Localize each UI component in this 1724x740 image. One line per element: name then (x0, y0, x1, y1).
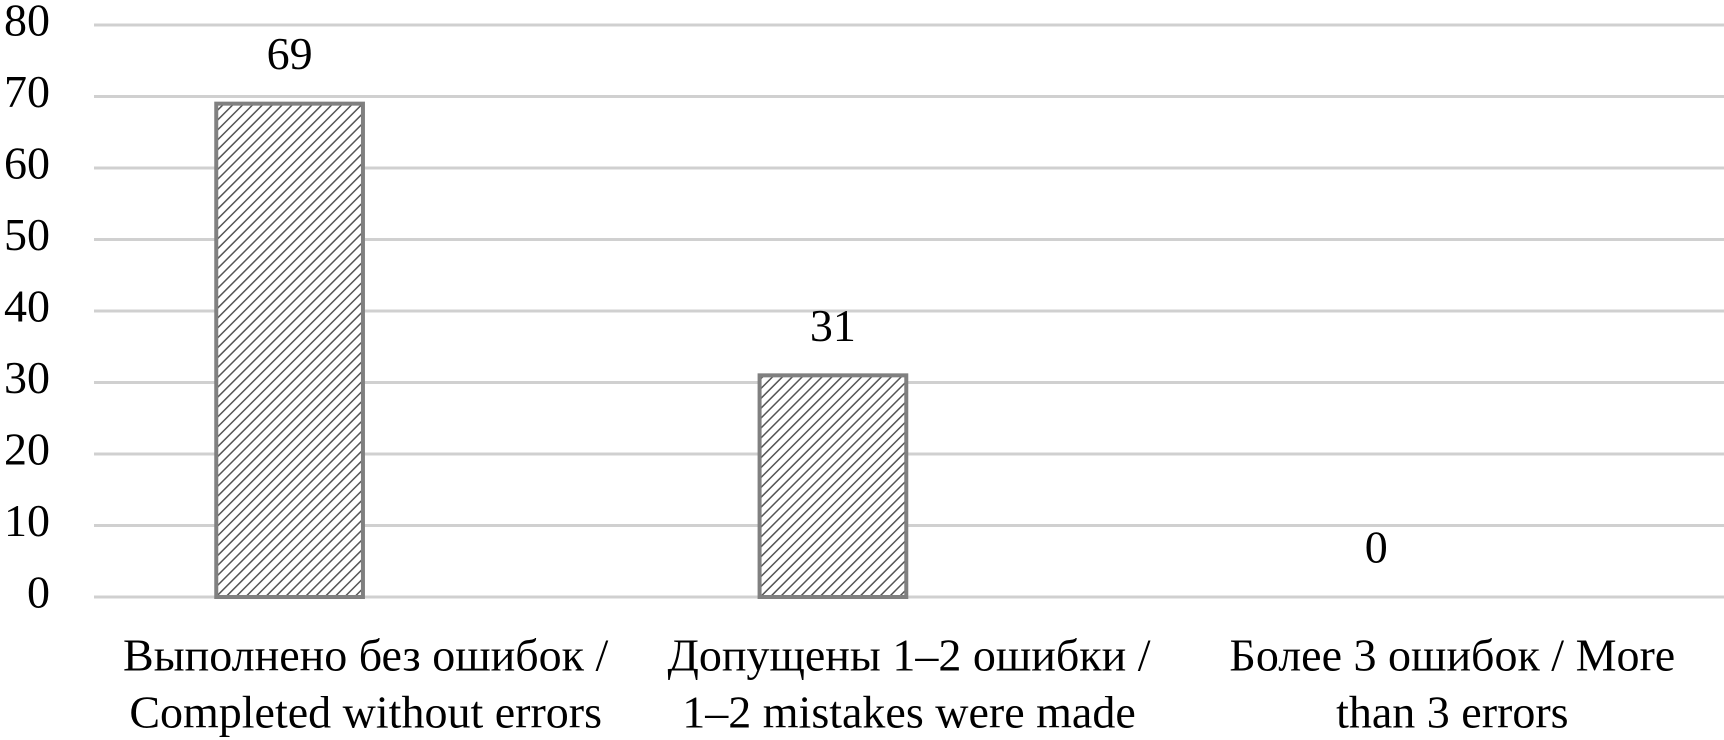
y-tick-label: 60 (4, 138, 50, 189)
y-tick-label: 20 (4, 424, 50, 475)
x-tick-label: Выполнено без ошибок / (123, 630, 608, 681)
x-tick-label: Допущены 1–2 ошибки / (667, 630, 1150, 681)
y-tick-label: 80 (4, 0, 50, 46)
x-tick-label: Completed without errors (129, 687, 602, 738)
y-tick-label: 10 (4, 495, 50, 546)
x-tick-label: than 3 errors (1336, 687, 1568, 738)
y-tick-label: 30 (4, 352, 50, 403)
y-tick-label: 0 (27, 567, 50, 618)
y-tick-label: 50 (4, 209, 50, 260)
value-label: 69 (267, 28, 313, 79)
y-tick-label: 70 (4, 66, 50, 117)
bar (214, 101, 365, 600)
value-label: 31 (810, 300, 856, 351)
x-tick-label: Более 3 ошибок / More (1229, 630, 1675, 681)
value-label: 0 (1365, 522, 1388, 573)
x-tick-label: 1–2 mistakes were made (682, 687, 1135, 738)
y-tick-label: 40 (4, 281, 50, 332)
bar (757, 373, 909, 599)
